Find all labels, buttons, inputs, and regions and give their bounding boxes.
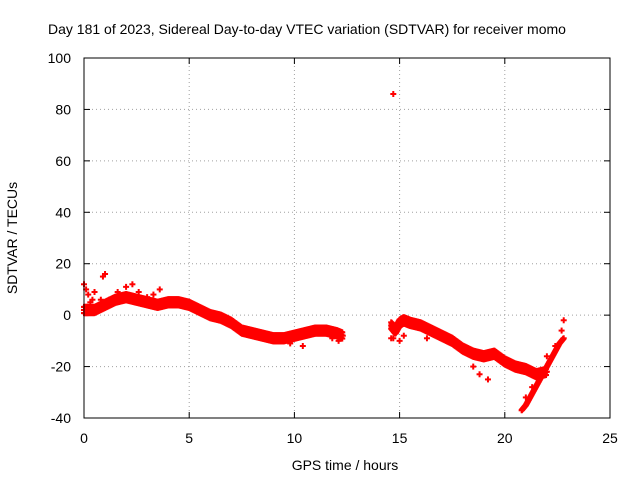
x-tick-label: 25 [602,430,618,446]
data-point [150,291,157,298]
data-point [87,299,94,306]
axis-ticks [83,57,611,419]
x-tick-label: 5 [185,430,193,446]
x-tick-label: 10 [287,430,303,446]
y-tick-label: 100 [48,50,72,66]
data-point [123,283,130,290]
data-point [85,291,92,298]
data-point [423,335,430,342]
data-point [114,289,121,295]
data-point [91,289,98,295]
data-points [81,91,567,414]
y-tick-label: 80 [55,101,71,117]
tick-labels: 0 5 10 15 20 25 -40 -20 0 20 40 60 80 100 [48,50,618,446]
y-tick-label: 20 [55,256,71,272]
data-point [93,304,100,311]
data-point [339,332,346,339]
data-point [156,286,163,293]
y-tick-label: 60 [55,153,71,169]
data-point [400,332,407,339]
data-point [335,337,342,344]
data-point [97,296,104,303]
y-axis-label: SDTVAR / TECUs [4,182,20,294]
data-point [329,335,336,342]
x-axis-label: GPS time / hours [292,457,399,473]
data-point [470,363,477,370]
data-point [129,281,136,288]
x-tick-label: 20 [497,430,513,446]
y-tick-label: 0 [63,307,71,323]
data-point [543,353,550,360]
data-point [102,271,109,277]
y-tick-label: 40 [55,204,71,220]
data-point [144,294,151,301]
y-tick-label: -20 [51,359,71,375]
data-point [484,376,491,383]
data-point [299,343,306,349]
x-tick-label: 0 [80,430,88,446]
data-point [560,335,567,342]
data-point [390,91,397,97]
data-point [558,327,565,334]
x-tick-label: 15 [392,430,408,446]
y-tick-label: -40 [51,410,71,426]
data-point [106,296,113,303]
plot-frame [83,57,611,419]
data-point [165,296,172,303]
data-point [476,371,483,378]
data-point [396,337,403,344]
grid [84,58,610,418]
data-point [135,289,142,295]
data-point [287,340,294,347]
data-point [390,335,397,342]
chart-title: Day 181 of 2023, Sidereal Day-to-day VTE… [48,21,566,37]
data-point [560,317,567,324]
